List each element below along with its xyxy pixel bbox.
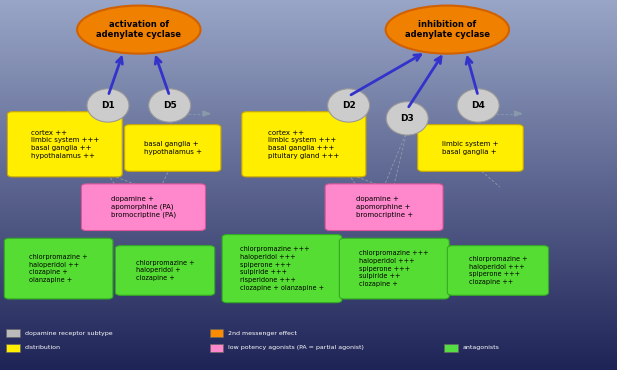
- Polygon shape: [62, 111, 68, 116]
- Polygon shape: [203, 111, 210, 116]
- Text: dopamine receptor subtype: dopamine receptor subtype: [25, 330, 112, 336]
- Text: cortex ++
limbic system +++
basal ganglia ++
hypothalamus ++: cortex ++ limbic system +++ basal gangli…: [31, 130, 99, 159]
- Ellipse shape: [386, 6, 509, 54]
- Bar: [210, 344, 223, 352]
- Bar: [6, 344, 20, 352]
- Polygon shape: [403, 126, 412, 130]
- FancyBboxPatch shape: [81, 184, 205, 231]
- Text: chlorpromazine +++
haloperidol +++
spiperone +++
sulpiride +++
risperidone +++
c: chlorpromazine +++ haloperidol +++ spipe…: [240, 246, 324, 291]
- FancyBboxPatch shape: [222, 235, 342, 303]
- Text: D1: D1: [101, 101, 115, 110]
- Text: D5: D5: [163, 101, 176, 110]
- Text: chlorpromazine +++
haloperidol +++
spiperone +++
sulpiride ++
clozapine +: chlorpromazine +++ haloperidol +++ spipe…: [360, 250, 429, 287]
- Bar: [210, 329, 223, 337]
- Text: inhibition of
adenylate cyclase: inhibition of adenylate cyclase: [405, 20, 490, 39]
- Text: antagonists: antagonists: [463, 345, 500, 350]
- Text: basal ganglia +
hypothalamus +: basal ganglia + hypothalamus +: [144, 141, 202, 155]
- Ellipse shape: [457, 89, 499, 122]
- FancyBboxPatch shape: [115, 246, 215, 295]
- Text: chlorpromazine +
haloperidol ++
clozapine +
olanzapine +: chlorpromazine + haloperidol ++ clozapin…: [29, 254, 88, 283]
- Polygon shape: [165, 114, 174, 118]
- Polygon shape: [515, 111, 521, 116]
- Bar: [444, 344, 458, 352]
- FancyBboxPatch shape: [447, 246, 549, 295]
- Text: D4: D4: [471, 101, 485, 110]
- Text: chlorpromazine +
haloperidol +
clozapine +: chlorpromazine + haloperidol + clozapine…: [136, 260, 194, 281]
- Text: dopamine +
apomorphine (PA)
bromocriptine (PA): dopamine + apomorphine (PA) bromocriptin…: [111, 196, 176, 218]
- Ellipse shape: [386, 102, 428, 135]
- Text: dopamine +
apomorphine +
bromocriptine +: dopamine + apomorphine + bromocriptine +: [355, 196, 413, 218]
- Ellipse shape: [87, 89, 129, 122]
- Ellipse shape: [328, 89, 370, 122]
- FancyBboxPatch shape: [7, 112, 122, 177]
- Text: D2: D2: [342, 101, 355, 110]
- Text: activation of
adenylate cyclase: activation of adenylate cyclase: [96, 20, 181, 39]
- Text: limbic system +
basal ganglia +: limbic system + basal ganglia +: [442, 141, 499, 155]
- Text: low potency agonists (PA = partial agonist): low potency agonists (PA = partial agoni…: [228, 345, 364, 350]
- Polygon shape: [474, 114, 482, 118]
- Polygon shape: [165, 164, 174, 168]
- Text: D3: D3: [400, 114, 414, 123]
- Bar: [6, 329, 20, 337]
- Text: 2nd messenger effect: 2nd messenger effect: [228, 330, 297, 336]
- Text: distribution: distribution: [25, 345, 60, 350]
- Polygon shape: [474, 164, 482, 168]
- FancyBboxPatch shape: [125, 125, 221, 171]
- Polygon shape: [302, 111, 309, 116]
- FancyBboxPatch shape: [4, 238, 113, 299]
- Polygon shape: [344, 114, 353, 118]
- Polygon shape: [104, 170, 112, 174]
- Polygon shape: [104, 114, 112, 118]
- Polygon shape: [344, 170, 353, 174]
- Ellipse shape: [77, 6, 201, 54]
- FancyBboxPatch shape: [418, 125, 523, 171]
- FancyBboxPatch shape: [242, 112, 366, 177]
- FancyBboxPatch shape: [339, 238, 449, 299]
- Text: cortex ++
limbic system +++
basal ganglia +++
pituitary gland +++: cortex ++ limbic system +++ basal gangli…: [268, 130, 339, 159]
- Text: chlorpromazine +
haloperidol +++
spiperone +++
clozapine ++: chlorpromazine + haloperidol +++ spipero…: [468, 256, 528, 285]
- Ellipse shape: [149, 89, 191, 122]
- FancyBboxPatch shape: [325, 184, 443, 231]
